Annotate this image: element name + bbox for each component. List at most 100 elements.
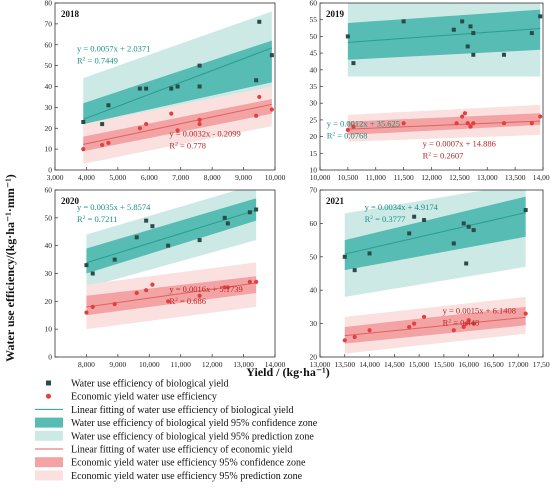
bio-equation: y = 0.0034x + 4.9174 xyxy=(365,202,439,212)
y-tick-label: 20 xyxy=(310,132,318,141)
eco-point xyxy=(254,279,259,284)
legend-swatch xyxy=(35,470,63,481)
bio-r-squared: R2 = 0.3777 xyxy=(365,214,406,224)
x-tick-label: 10,500 xyxy=(338,173,359,182)
y-tick-label: 20 xyxy=(45,124,53,133)
eco-point xyxy=(421,314,427,320)
bio-point xyxy=(247,210,252,215)
eco-fit-line xyxy=(83,103,272,145)
panel-year-label: 2020 xyxy=(61,196,80,206)
bio-point xyxy=(468,24,473,29)
eco-r-squared: R2 = 0.2607 xyxy=(423,151,464,161)
x-tick-label: 14,000 xyxy=(359,360,380,369)
eco-point xyxy=(197,117,202,122)
legend-item-bio-conf: Water use efficiency of biological yield… xyxy=(35,417,318,429)
y-tick-label: 50 xyxy=(45,61,53,70)
y-tick-label: 40 xyxy=(45,82,53,91)
bio-point xyxy=(422,218,427,223)
bio-point xyxy=(460,19,465,24)
eco-point xyxy=(134,290,139,296)
eco-point xyxy=(254,113,259,118)
legend-swatch xyxy=(35,457,63,468)
eco-confidence-band xyxy=(347,113,541,135)
bio-fit-line xyxy=(86,209,257,264)
y-tick-label: 10 xyxy=(45,145,53,154)
eco-equation: y = 0.0016x + 5.1739 xyxy=(169,284,242,294)
x-tick-label: 17,000 xyxy=(508,360,529,369)
x-tick-label: 9,000 xyxy=(235,173,252,182)
bio-point xyxy=(352,268,357,273)
eco-point xyxy=(112,302,117,307)
y-tick-label: 40 xyxy=(45,241,53,250)
y-tick-label: 60 xyxy=(45,186,53,195)
y-tick-label: 10 xyxy=(310,166,318,175)
legend-item-eco-points: Economic yield water use efficiency xyxy=(46,392,217,403)
bio-point xyxy=(90,271,95,276)
legend-item-bio-points: Water use efficiency of biological yield xyxy=(46,379,229,390)
x-tick-label: 14,000 xyxy=(265,360,286,369)
x-tick-label: 12,500 xyxy=(449,173,470,182)
eco-point xyxy=(175,128,180,133)
bio-r-squared: R2 = 0.7211 xyxy=(77,214,118,224)
chart-panel-2019: 10,000 10,500 11,000 11,500 12,000 12,500 13,0… xyxy=(310,0,550,182)
eco-point xyxy=(150,282,155,287)
bio-confidence-band xyxy=(347,9,541,60)
eco-point xyxy=(90,304,95,309)
bio-point xyxy=(351,61,356,66)
eco-point xyxy=(342,338,347,343)
bio-point xyxy=(461,221,466,226)
eco-point xyxy=(407,324,412,330)
x-tick-label: 8,000 xyxy=(204,173,221,182)
bio-equation: y = 0.0012x + 35.625 xyxy=(327,119,400,129)
bio-point xyxy=(471,52,476,57)
y-axis-label: Water use efficiency/(kg·ha⁻¹·mm⁻¹) xyxy=(3,174,17,362)
x-tick-label: 11,000 xyxy=(366,173,387,182)
x-tick-label: 11,000 xyxy=(171,360,192,369)
eco-point xyxy=(257,94,262,100)
bio-point xyxy=(269,53,274,58)
legend-item-bio-pred: Water use efficiency of biological yield… xyxy=(35,430,314,442)
eco-point xyxy=(471,121,476,126)
legend-label: Water use efficiency of biological yield… xyxy=(71,431,314,442)
x-tick-label: 16,500 xyxy=(483,360,504,369)
bio-point xyxy=(412,214,417,219)
x-tick-label: 14,000 xyxy=(533,173,550,182)
chart-panel-2018: 3,000 4,000 5,000 6,000 7,000 8,000 9,000 10,00… xyxy=(45,0,286,182)
legend-label: Economic yield water use efficiency 95% … xyxy=(71,471,303,482)
y-tick-label: 50 xyxy=(310,252,318,261)
y-tick-label: 30 xyxy=(45,103,53,112)
y-tick-label: 35 xyxy=(310,82,318,91)
bio-point xyxy=(257,19,262,24)
eco-point xyxy=(454,121,459,126)
bio-r-squared: R2 = 0.0768 xyxy=(327,131,368,141)
x-tick-label: 5,000 xyxy=(109,173,126,182)
x-tick-label: 7,000 xyxy=(172,173,189,182)
bio-point xyxy=(100,122,105,127)
eco-r-squared: R2 = 0.448 xyxy=(443,318,480,328)
legend-item-eco-pred: Economic yield water use efficiency 95% … xyxy=(35,470,303,482)
legend: Water use efficiency of biological yield… xyxy=(35,379,318,482)
y-tick-label: 25 xyxy=(310,115,318,124)
y-tick-label: 70 xyxy=(310,186,318,195)
eco-point xyxy=(247,279,252,284)
eco-point xyxy=(367,328,372,333)
x-tick-label: 10,000 xyxy=(310,173,331,182)
eco-equation: y = 0.0007x + 14.886 xyxy=(423,139,496,149)
eco-point xyxy=(197,293,202,298)
eco-point xyxy=(197,121,202,127)
bio-confidence-band xyxy=(86,198,257,274)
eco-point xyxy=(401,121,406,126)
x-tick-label: 6,000 xyxy=(141,173,158,182)
y-tick-label: 80 xyxy=(45,0,53,8)
eco-point xyxy=(460,114,465,119)
eco-point xyxy=(462,111,468,116)
legend-label: Water use efficiency of biological yield… xyxy=(71,418,318,429)
eco-fit-line xyxy=(347,120,541,130)
eco-point xyxy=(523,311,528,316)
eco-point xyxy=(222,285,227,290)
chart-panel-2020: 8,000 9,000 10,000 11,000 12,000 13,000 14,000… xyxy=(45,186,286,370)
panel-year-label: 2019 xyxy=(326,9,345,19)
plot-area xyxy=(84,190,259,330)
bio-fit-line xyxy=(344,212,526,255)
legend-eco-point-symbol xyxy=(46,393,51,399)
